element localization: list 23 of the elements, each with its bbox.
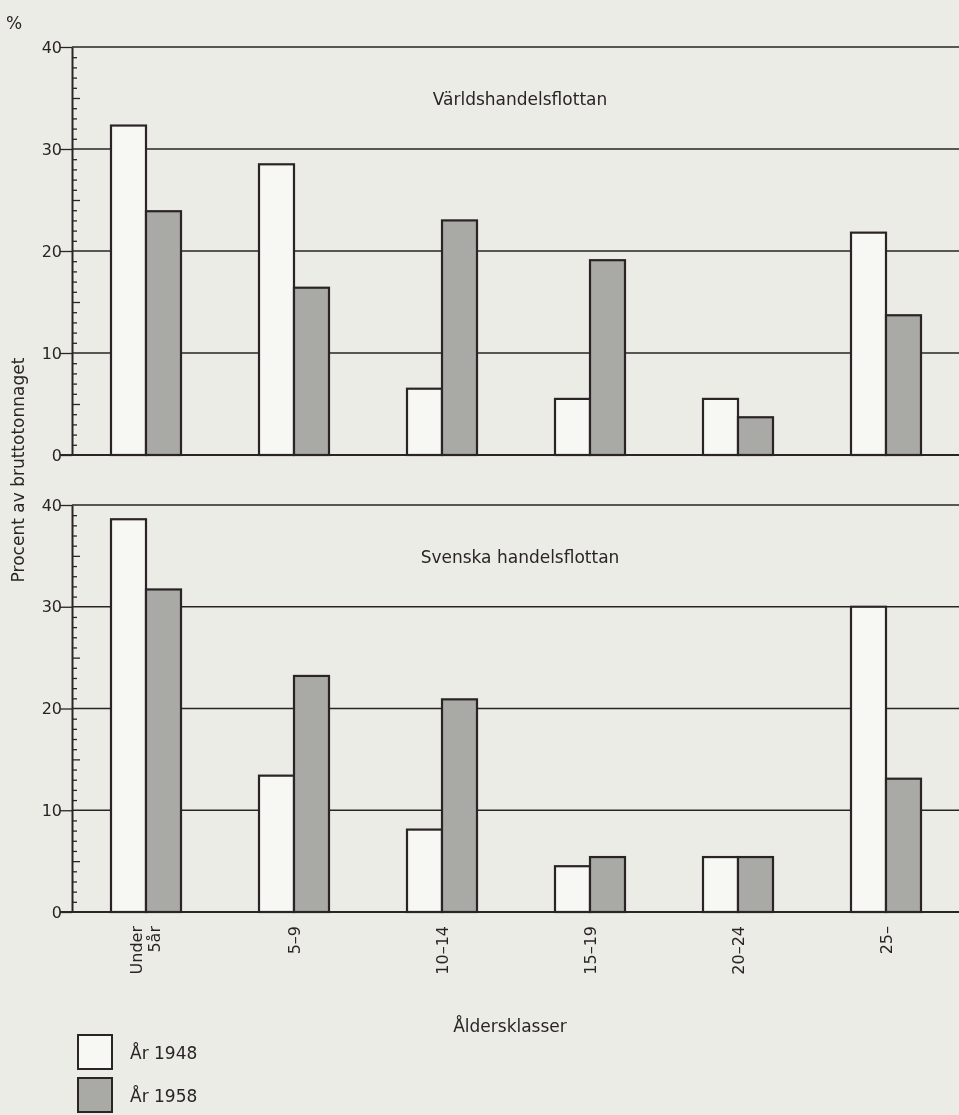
y-tick-label: 10 [41, 343, 62, 363]
x-axis-title: Åldersklasser [453, 1015, 567, 1036]
y-axis-title: Procent av bruttotonnaget [8, 357, 28, 583]
y-tick-label: 30 [41, 597, 62, 617]
y-tick-label: 30 [41, 139, 62, 159]
legend-label: År 1958 [130, 1085, 198, 1106]
y-tick-label: 20 [41, 699, 62, 719]
legend-label: År 1948 [130, 1042, 198, 1063]
y-tick-label: 0 [51, 902, 62, 922]
x-tick-label: 25– [877, 926, 896, 955]
y-tick-label: 40 [41, 495, 62, 515]
text: Världshandelsflottan [432, 89, 608, 109]
x-tick-label: 10–14 [433, 926, 452, 975]
text: Svenska handelsflottan [420, 547, 620, 567]
x-tick-label: 15–19 [581, 926, 600, 975]
x-tick-label: 20–24 [729, 926, 748, 975]
x-tick-label: Under 5år [127, 925, 164, 975]
x-tick-label: 5–9 [285, 926, 304, 955]
y-tick-label: 10 [41, 800, 62, 820]
y-tick-label: 0 [51, 445, 62, 465]
y-tick-label: 40 [41, 37, 62, 57]
y-tick-label: 20 [41, 241, 62, 261]
text: % [6, 13, 23, 33]
